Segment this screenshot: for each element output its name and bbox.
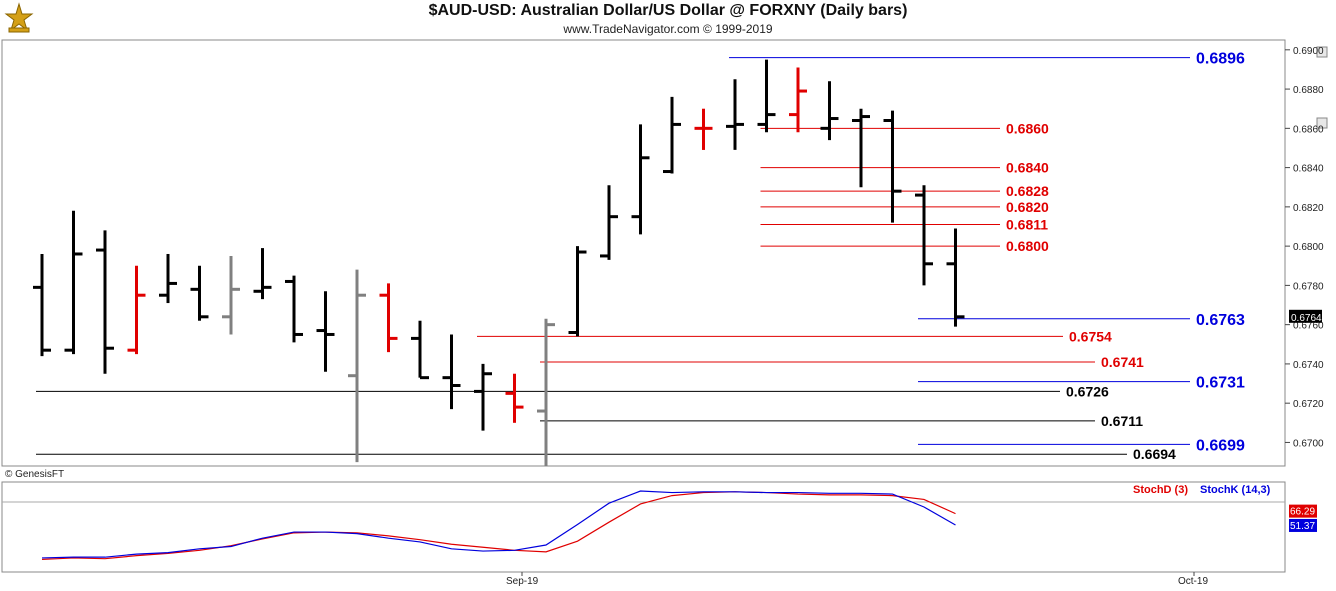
y-tick-label: 0.6900 — [1293, 46, 1324, 57]
stochk-value-box — [1289, 518, 1317, 532]
ohlc-bar — [64, 210, 83, 355]
level-label: 0.6896 — [1196, 51, 1245, 68]
last-price-box — [1289, 309, 1322, 323]
level-label: 0.6763 — [1196, 312, 1245, 329]
stochd-value-box — [1289, 504, 1317, 518]
ohlc-bar — [726, 79, 744, 150]
level-label: 0.6694 — [1133, 446, 1176, 462]
ohlc-bar — [253, 248, 272, 300]
stochd-value-label: 66.29 — [1290, 507, 1315, 518]
stochk-value-label: 51.37 — [1290, 521, 1315, 532]
level-label: 0.6754 — [1069, 328, 1112, 344]
ohlc-bar — [96, 230, 114, 374]
y-tick-label: 0.6880 — [1293, 85, 1324, 96]
ohlc-bar — [663, 96, 681, 174]
ohlc-bar — [442, 334, 461, 410]
chart-title: $AUD-USD: Australian Dollar/US Dollar @ … — [428, 2, 908, 19]
y-tick-label: 0.6780 — [1293, 281, 1324, 292]
ohlc-bar — [348, 269, 366, 463]
y-tick-label: 0.6840 — [1293, 164, 1324, 175]
stochk-legend: StochK (14,3) — [1200, 484, 1271, 496]
ohlc-bar — [820, 81, 839, 141]
ohlc-bar — [946, 228, 965, 327]
price-panel-frame — [1, 39, 1286, 467]
ohlc-bar — [316, 291, 335, 372]
ohlc-bar — [537, 318, 555, 466]
stoch-panel-frame — [1, 481, 1286, 573]
ohlc-bar — [222, 255, 240, 335]
level-label: 0.6711 — [1101, 413, 1143, 429]
ohlc-bar — [631, 124, 650, 235]
ohlc-bar — [127, 265, 146, 355]
level-label: 0.6860 — [1006, 120, 1049, 136]
y-tick-label: 0.6800 — [1293, 242, 1324, 253]
ohlc-bar — [33, 253, 51, 357]
level-label: 0.6828 — [1006, 183, 1049, 199]
level-label: 0.6811 — [1006, 217, 1048, 233]
ohlc-bar — [915, 185, 933, 286]
stochd-line — [41, 491, 956, 561]
trade-navigator-logo-icon — [4, 2, 34, 33]
scroll-down-button — [1316, 117, 1328, 129]
y-tick-label: 0.6720 — [1293, 399, 1324, 410]
stochk-line — [41, 490, 956, 559]
ohlc-bar — [789, 67, 807, 133]
ohlc-bar — [883, 110, 902, 223]
ohlc-bar — [568, 246, 587, 337]
ohlc-bar — [852, 108, 870, 188]
ohlc-bar — [600, 185, 618, 260]
level-label: 0.6800 — [1006, 238, 1049, 254]
level-label: 0.6731 — [1196, 375, 1245, 392]
level-label: 0.6741 — [1101, 354, 1144, 370]
level-label: 0.6840 — [1006, 160, 1049, 176]
copyright-label: © GenesisFT — [5, 469, 64, 480]
ohlc-bar — [694, 108, 713, 150]
ohlc-bar — [411, 320, 429, 380]
last-price-label: 0.6764 — [1291, 313, 1322, 324]
level-label: 0.6699 — [1196, 437, 1245, 454]
y-tick-label: 0.6760 — [1293, 321, 1324, 332]
ohlc-bar — [474, 363, 492, 431]
x-tick-label: Oct-19 — [1178, 576, 1208, 587]
ohlc-bar — [505, 373, 524, 423]
y-tick-label: 0.6740 — [1293, 360, 1324, 371]
scroll-up-button — [1316, 46, 1328, 58]
y-tick-label: 0.6860 — [1293, 124, 1324, 135]
y-tick-label: 0.6700 — [1293, 438, 1324, 449]
ohlc-bar — [379, 283, 398, 353]
ohlc-bar — [285, 275, 303, 343]
chart-subtitle: www.TradeNavigator.com © 1999-2019 — [563, 22, 773, 36]
ohlc-bar — [190, 265, 209, 321]
x-tick-label: Sep-19 — [506, 576, 539, 587]
level-label: 0.6820 — [1006, 199, 1049, 215]
level-label: 0.6726 — [1066, 383, 1109, 399]
stochd-legend: StochD (3) — [1133, 484, 1188, 496]
ohlc-bar — [757, 59, 776, 133]
ohlc-bar — [159, 253, 177, 304]
y-tick-label: 0.6820 — [1293, 203, 1324, 214]
